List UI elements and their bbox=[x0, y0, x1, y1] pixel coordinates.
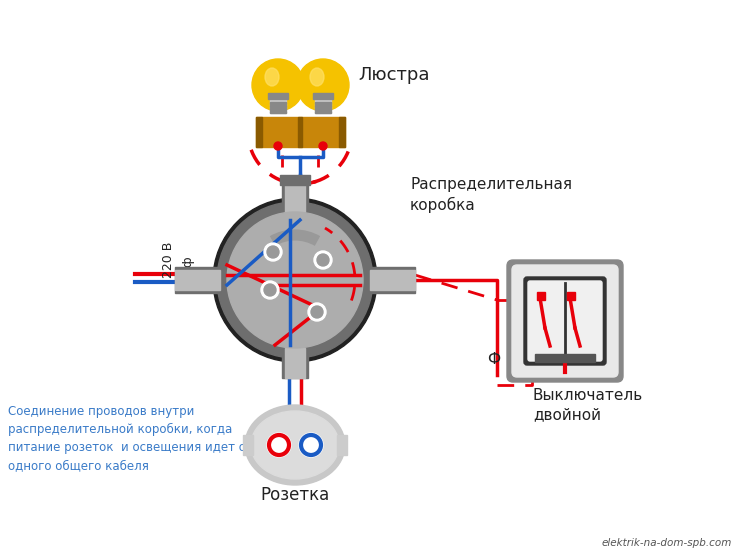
Bar bbox=[298, 117, 302, 147]
Text: ф: ф bbox=[182, 257, 194, 267]
Circle shape bbox=[299, 433, 323, 457]
Ellipse shape bbox=[251, 411, 339, 479]
Circle shape bbox=[213, 198, 377, 362]
Bar bbox=[313, 93, 333, 99]
Circle shape bbox=[267, 433, 291, 457]
Circle shape bbox=[267, 246, 279, 258]
Circle shape bbox=[274, 142, 282, 150]
Circle shape bbox=[317, 254, 329, 266]
Circle shape bbox=[252, 59, 304, 111]
Circle shape bbox=[217, 202, 373, 358]
Ellipse shape bbox=[310, 68, 324, 86]
Circle shape bbox=[261, 281, 279, 299]
Text: Распределительная
коробка: Распределительная коробка bbox=[410, 177, 572, 213]
Bar bbox=[270, 99, 286, 113]
Bar bbox=[537, 292, 545, 300]
Bar bbox=[315, 108, 331, 110]
Text: Выключатель
двойной: Выключатель двойной bbox=[533, 388, 643, 423]
FancyBboxPatch shape bbox=[524, 277, 606, 365]
Bar bbox=[243, 435, 253, 455]
Bar bbox=[175, 267, 220, 293]
Ellipse shape bbox=[265, 68, 279, 86]
Circle shape bbox=[297, 59, 349, 111]
Circle shape bbox=[264, 243, 282, 261]
Bar bbox=[567, 292, 575, 300]
FancyBboxPatch shape bbox=[528, 281, 602, 361]
Bar bbox=[256, 117, 345, 147]
Bar bbox=[282, 182, 308, 212]
Bar bbox=[285, 348, 305, 378]
Text: 220 В: 220 В bbox=[162, 242, 174, 278]
Circle shape bbox=[319, 142, 327, 150]
Bar bbox=[285, 182, 305, 212]
Bar bbox=[282, 348, 308, 378]
Bar bbox=[270, 102, 286, 104]
Bar bbox=[315, 102, 331, 104]
Bar bbox=[315, 105, 331, 107]
Text: Соединение проводов внутри
распределительной коробки, когда
питание розеток  и о: Соединение проводов внутри распределител… bbox=[8, 405, 253, 472]
Bar bbox=[280, 175, 310, 185]
Circle shape bbox=[308, 303, 326, 321]
Text: Ф: Ф bbox=[487, 353, 500, 368]
Bar bbox=[268, 93, 288, 99]
Bar bbox=[270, 108, 286, 110]
Bar bbox=[370, 270, 415, 290]
Bar bbox=[315, 99, 331, 113]
Bar bbox=[370, 267, 415, 293]
Bar bbox=[535, 354, 595, 362]
Bar bbox=[175, 270, 220, 290]
Bar bbox=[270, 105, 286, 107]
Circle shape bbox=[227, 212, 363, 348]
Circle shape bbox=[264, 284, 276, 296]
Bar bbox=[339, 117, 345, 147]
Bar bbox=[256, 117, 262, 147]
Text: elektrik-na-dom-spb.com: elektrik-na-dom-spb.com bbox=[602, 538, 732, 548]
Bar bbox=[315, 111, 331, 113]
Circle shape bbox=[314, 251, 332, 269]
FancyBboxPatch shape bbox=[507, 260, 623, 382]
Ellipse shape bbox=[245, 405, 345, 485]
Circle shape bbox=[311, 306, 323, 318]
Text: Люстра: Люстра bbox=[358, 66, 429, 84]
FancyBboxPatch shape bbox=[512, 265, 618, 377]
Text: Розетка: Розетка bbox=[260, 486, 330, 504]
Bar bbox=[270, 111, 286, 113]
Bar bbox=[337, 435, 347, 455]
